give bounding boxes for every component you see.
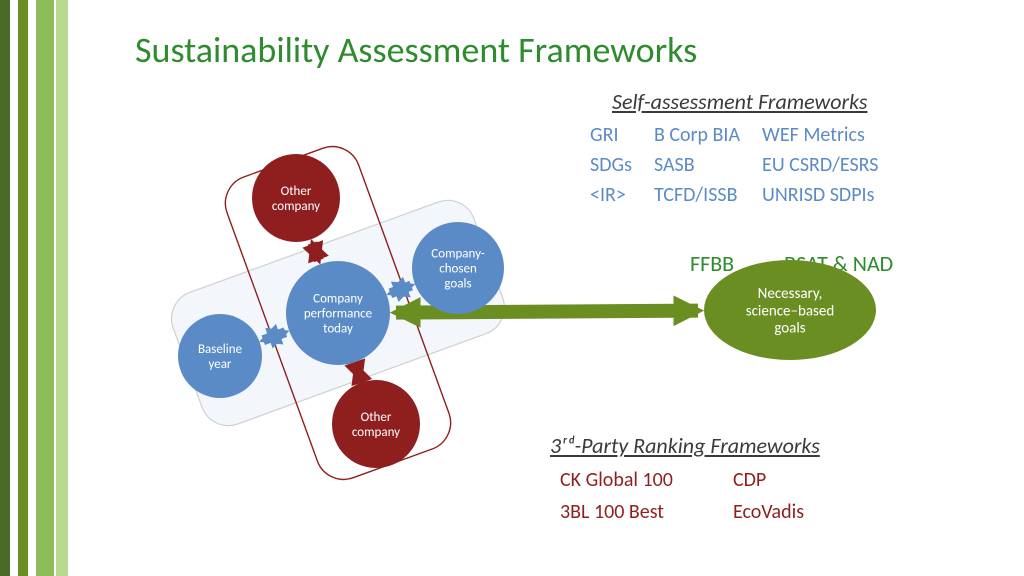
svg-text:Company-chosengoals: Company-chosengoals [431,247,484,292]
concept-diagram: Companyperformancetoday Baselineyear Compa… [0,0,1024,576]
svg-text:Necessary,science–basedgoals: Necessary,science–basedgoals [746,285,835,338]
third-party-header: 3ʳᵈ-Party Ranking Frameworks [550,432,820,459]
left-stripe-decoration [0,0,70,576]
svg-text:Othercompany: Othercompany [272,184,320,214]
green-framework-labels: FFBB BSAT & NAD [690,250,893,277]
svg-text:Companyperformancetoday: Companyperformancetoday [304,292,372,337]
svg-text:Othercompany: Othercompany [352,410,400,440]
self-assessment-header: Self-assessment Frameworks [612,88,867,115]
third-party-list: CK Global 100 3BL 100 Best CDP EcoVadis [560,464,804,528]
self-assessment-list: GRI SDGs <IR> B Corp BIA SASB TCFD/ISSB … [590,120,878,210]
svg-text:Baselineyear: Baselineyear [198,342,242,372]
page-title: Sustainability Assessment Frameworks [135,28,697,72]
